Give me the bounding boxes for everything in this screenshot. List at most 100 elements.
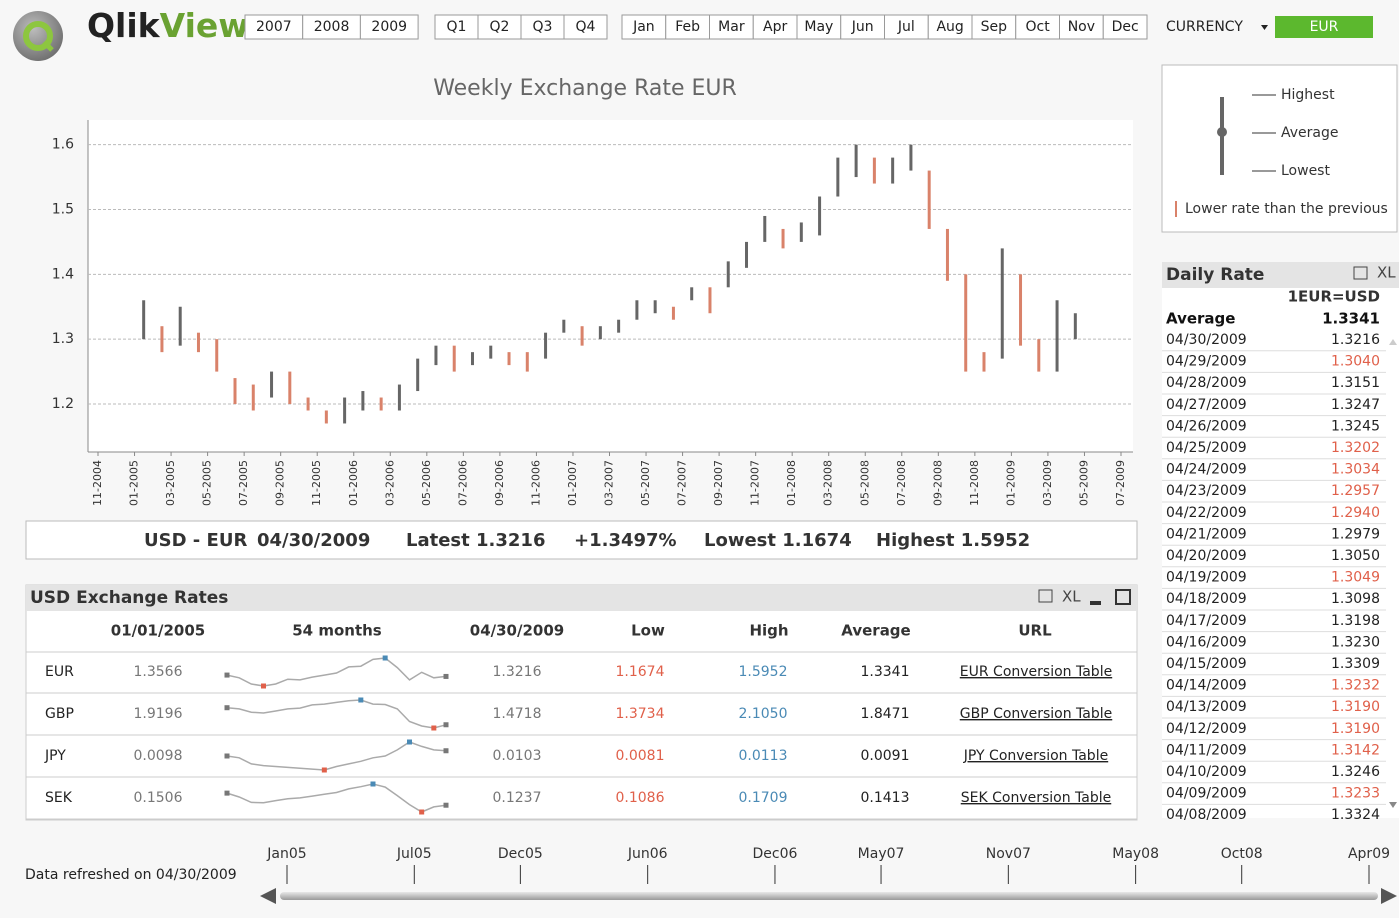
filter-button[interactable] [840,14,885,40]
average-rate: 0.0091 [861,748,910,764]
scroll-right[interactable] [1381,888,1397,904]
daily-rate: 1.3190 [1331,699,1380,715]
daily-rate: 1.3246 [1331,764,1380,780]
daily-date: 04/24/2009 [1166,462,1247,478]
filter-button[interactable] [665,14,710,40]
hilo-bar [215,339,219,372]
x-tick-label: 07-2007 [676,460,689,506]
filter-button[interactable] [1015,14,1060,40]
hilo-bar [1073,313,1077,340]
hilo-bar [854,144,858,178]
filter-label: Feb [675,19,700,35]
filter-button[interactable] [477,14,522,40]
filter-button[interactable] [520,14,565,40]
filter-button[interactable] [884,14,929,40]
daily-rate: 1.3245 [1331,418,1380,434]
excel-button[interactable]: XL [1377,264,1396,282]
daily-date: 04/23/2009 [1166,483,1247,499]
x-tick-label: 03-2009 [1041,460,1054,506]
x-tick-label: 05-2007 [639,460,652,506]
excel-button[interactable]: XL [1062,588,1081,606]
print-button[interactable] [1353,266,1368,280]
column-header: URL [1018,622,1052,640]
daily-date: 04/10/2009 [1166,764,1247,780]
spark-start [224,705,230,711]
filter-label: Mar [718,19,745,35]
column-header: Low [631,622,665,640]
scroll-thumb[interactable] [280,892,1378,900]
scroll-left[interactable] [260,888,276,904]
filter-label: Q2 [490,19,510,35]
logo-part: Qlik [87,6,161,45]
filter-button[interactable] [621,14,667,40]
spark-min [321,767,327,773]
filter-button[interactable] [1102,14,1148,40]
filter-label: Oct [1026,19,1051,35]
currency-button[interactable] [1275,16,1373,38]
filter-button[interactable] [971,14,1017,40]
hilo-bar [617,319,621,333]
x-tick-label: 07-2008 [895,460,908,506]
daily-date: 04/27/2009 [1166,397,1247,413]
conversion-link[interactable]: EUR Conversion Table [960,664,1112,680]
legend-label: Lowest [1281,163,1330,179]
filter-button[interactable] [302,14,361,40]
x-tick-label: 01-2006 [347,460,360,506]
spark-max [382,655,388,661]
high-rate: 1.5952 [739,664,788,680]
conversion-link[interactable]: SEK Conversion Table [961,790,1112,806]
timeline-label: Dec06 [753,846,798,862]
scroll-down[interactable] [1389,802,1397,808]
print-button[interactable] [1038,589,1053,603]
currency: SEK [45,790,73,806]
conversion-link[interactable]: GBP Conversion Table [960,706,1113,722]
y-tick-label: 1.2 [52,396,74,412]
hilo-bar [1055,300,1059,372]
filter-button[interactable] [359,14,419,40]
summary-date: 04/30/2009 [257,530,370,551]
filter-button[interactable] [796,14,842,40]
scroll-up[interactable] [1389,339,1397,345]
hilo-bar [379,397,383,411]
end-rate: 0.1237 [493,790,542,806]
hilo-bar [891,157,895,184]
hilo-bar [288,371,292,405]
x-tick-label: 01-2008 [785,460,798,506]
maximize-button[interactable] [1115,589,1131,605]
filter-button[interactable] [563,14,608,40]
spark-start [224,790,230,796]
column-header: Average [841,622,910,640]
filter-button[interactable] [752,14,798,40]
daily-date: 04/16/2009 [1166,634,1247,650]
legend-label: Average [1281,125,1339,141]
hilo-bar [306,397,310,411]
daily-rate: 1.2940 [1331,505,1380,521]
x-tick-label: 01-2009 [1004,460,1017,506]
daily-date: 04/08/2009 [1166,807,1247,823]
hilo-bar [562,319,566,333]
filter-label: 2009 [371,19,407,35]
filter-label: 2008 [314,19,350,35]
filter-button[interactable] [709,14,754,40]
minimize-button[interactable] [1090,601,1101,605]
start-rate: 1.3566 [134,664,183,680]
daily-date: 04/21/2009 [1166,526,1247,542]
hilo-bar [343,397,347,424]
filter-label: Jan [632,19,655,35]
dropdown-arrow[interactable] [1261,25,1268,30]
x-tick-label: 11-2007 [749,460,762,506]
daily-rate: 1.2957 [1331,483,1380,499]
summary-latest: Latest 1.3216 [406,530,545,551]
hilo-bar [507,352,511,366]
hilo-bar [470,352,474,366]
filter-label: Q1 [447,19,467,35]
timeline-scrollbar[interactable] [260,888,1397,904]
conversion-link[interactable]: JPY Conversion Table [963,748,1108,764]
timeline-label: May08 [1112,846,1159,862]
low-rate: 0.1086 [616,790,665,806]
daily-rate: 1.3233 [1331,786,1380,802]
column-header: High [749,622,788,640]
filter-button[interactable] [434,14,479,40]
summary-lowest: Lowest 1.1674 [704,530,852,551]
summary-change: +1.3497% [574,530,677,551]
